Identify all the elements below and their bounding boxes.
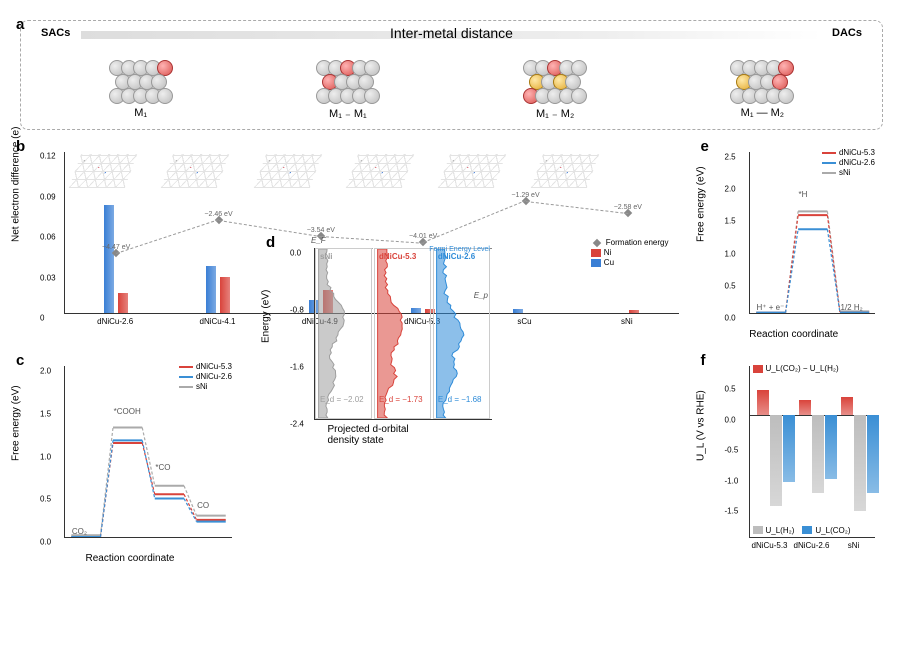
panel-a-title: Inter-metal distance — [390, 25, 513, 41]
sacs-label: SACs — [41, 27, 70, 39]
panel-e-legend: dNiCu-5.3dNiCu-2.6sNi — [822, 148, 875, 178]
bar — [854, 415, 866, 511]
figure: a SACs DACs Inter-metal distance M₁M₁ ₋ … — [20, 20, 883, 580]
cluster-row: M₁ M₁ ₋ M₁ M₁ ₋ M₂ M₁ — M₂ — [37, 61, 866, 120]
formation-text: −3.54 eV — [307, 227, 335, 234]
panel-e-label: e — [701, 138, 709, 155]
panel-f-label: f — [701, 352, 706, 369]
panel-d-ylabel: Energy (eV) — [261, 290, 272, 343]
panel-f-ylabel: U_L (V vs RHE) — [695, 390, 706, 461]
cluster-label: M₁ — M₂ — [732, 107, 792, 119]
legend-item: sNi — [822, 168, 875, 177]
panel-c-legend: dNiCu-5.3dNiCu-2.6sNi — [179, 362, 232, 392]
step-label: *COOH — [114, 407, 141, 416]
panel-d-label: d — [266, 234, 275, 251]
structure-thumbnail — [530, 154, 598, 188]
xtick-label: sNi — [848, 541, 860, 550]
atom-cluster: M₁ ₋ M₁ — [318, 61, 378, 120]
pdos-column: dNiCu-2.6E_d = −1.68 — [433, 248, 490, 419]
formation-text: −1.29 eV — [511, 192, 539, 199]
legend-item: dNiCu-2.6 — [822, 158, 875, 167]
step-label: CO — [197, 501, 209, 510]
bar — [770, 415, 782, 507]
xtick-label: dNiCu-2.6 — [97, 317, 133, 326]
structure-thumbnail — [438, 154, 506, 188]
legend-item: dNiCu-2.6 — [179, 372, 232, 381]
step-label: *CO — [155, 463, 170, 472]
xtick-label: dNiCu-2.6 — [793, 541, 829, 550]
structure-thumbnail — [69, 154, 137, 188]
bar — [118, 293, 128, 313]
cluster-label: M₁ — [111, 107, 171, 119]
pdos-column: dNiCu-5.3E_d = −1.73 — [374, 248, 431, 419]
pdos-column: sNiE_d = −2.02 — [315, 248, 372, 419]
legend-item: dNiCu-5.3 — [179, 362, 232, 371]
structure-thumbnail — [346, 154, 414, 188]
atom-cluster: M₁ ₋ M₂ — [525, 61, 585, 120]
bar — [220, 277, 230, 313]
panel-b-legend: Formation energyNiCu — [591, 238, 669, 268]
panel-c-label: c — [16, 352, 24, 369]
panel-e: e Free energy (eV) Reaction coordinate H… — [705, 142, 884, 342]
bar — [206, 266, 216, 313]
bar — [629, 310, 639, 313]
dacs-label: DACs — [832, 27, 862, 39]
panel-c-ylabel: Free energy (eV) — [11, 385, 22, 461]
legend-item: Cu — [591, 258, 669, 267]
legend-item: Formation energy — [591, 238, 669, 247]
panel-f-legend: U_L(H₂)U_L(CO₂) — [753, 526, 859, 537]
panel-f-axes — [749, 366, 876, 538]
panel-b-ylabel: Net electron difference (e) — [11, 127, 22, 242]
step-label: *H — [799, 190, 808, 199]
formation-text: −2.58 eV — [614, 204, 642, 211]
cluster-label: M₁ ₋ M₂ — [525, 107, 585, 120]
step-label: CO₂ — [72, 527, 87, 536]
panel-c-xlabel: Reaction coordinate — [86, 553, 175, 564]
structure-thumbnail — [253, 154, 321, 188]
atom-cluster: M₁ — [111, 61, 171, 120]
legend-item: Ni — [591, 248, 669, 257]
structure-thumbnail — [161, 154, 229, 188]
panel-e-ylabel: Free energy (eV) — [695, 166, 706, 242]
formation-text: −2.46 eV — [204, 211, 232, 218]
bar — [825, 415, 837, 479]
bar — [104, 205, 114, 313]
panel-f: f U_L (V vs RHE) U_L(H₂)U_L(CO₂) U_L(CO₂… — [705, 356, 884, 566]
panel-f-legend-top: U_L(CO₂) − U_L(H₂) — [753, 364, 839, 374]
bar — [812, 415, 824, 493]
bar — [783, 415, 795, 482]
xtick-label: sNi — [621, 317, 633, 326]
legend-item: sNi — [179, 382, 232, 391]
bar — [867, 415, 879, 493]
legend-item: dNiCu-5.3 — [822, 148, 875, 157]
atom-cluster: M₁ — M₂ — [732, 61, 792, 120]
panel-d: d Energy (eV) Projected d-orbital densit… — [270, 238, 500, 448]
panel-d-axes: E_FsNiE_d = −2.02dNiCu-5.3E_d = −1.73dNi… — [314, 248, 492, 420]
bar — [841, 397, 853, 415]
panel-e-xlabel: Reaction coordinate — [749, 329, 838, 340]
bar — [757, 390, 769, 414]
bar — [799, 400, 811, 415]
step-label: H⁺ + e⁻ — [757, 303, 785, 312]
panel-a: SACs DACs Inter-metal distance M₁ M₁ ₋ M₁… — [20, 20, 883, 130]
step-label: 1/2 H₂ — [841, 303, 863, 312]
panel-c: c Free energy (eV) Reaction coordinate C… — [20, 356, 240, 566]
xtick-label: sCu — [517, 317, 531, 326]
panel-d-xlabel: Projected d-orbital density state — [328, 424, 443, 446]
xtick-label: dNiCu-4.1 — [199, 317, 235, 326]
cluster-label: M₁ ₋ M₁ — [318, 107, 378, 120]
lower-grid: b Net electron difference (e) −4.47 eV−2… — [20, 142, 883, 580]
bar — [513, 309, 523, 313]
xtick-label: dNiCu-5.3 — [751, 541, 787, 550]
